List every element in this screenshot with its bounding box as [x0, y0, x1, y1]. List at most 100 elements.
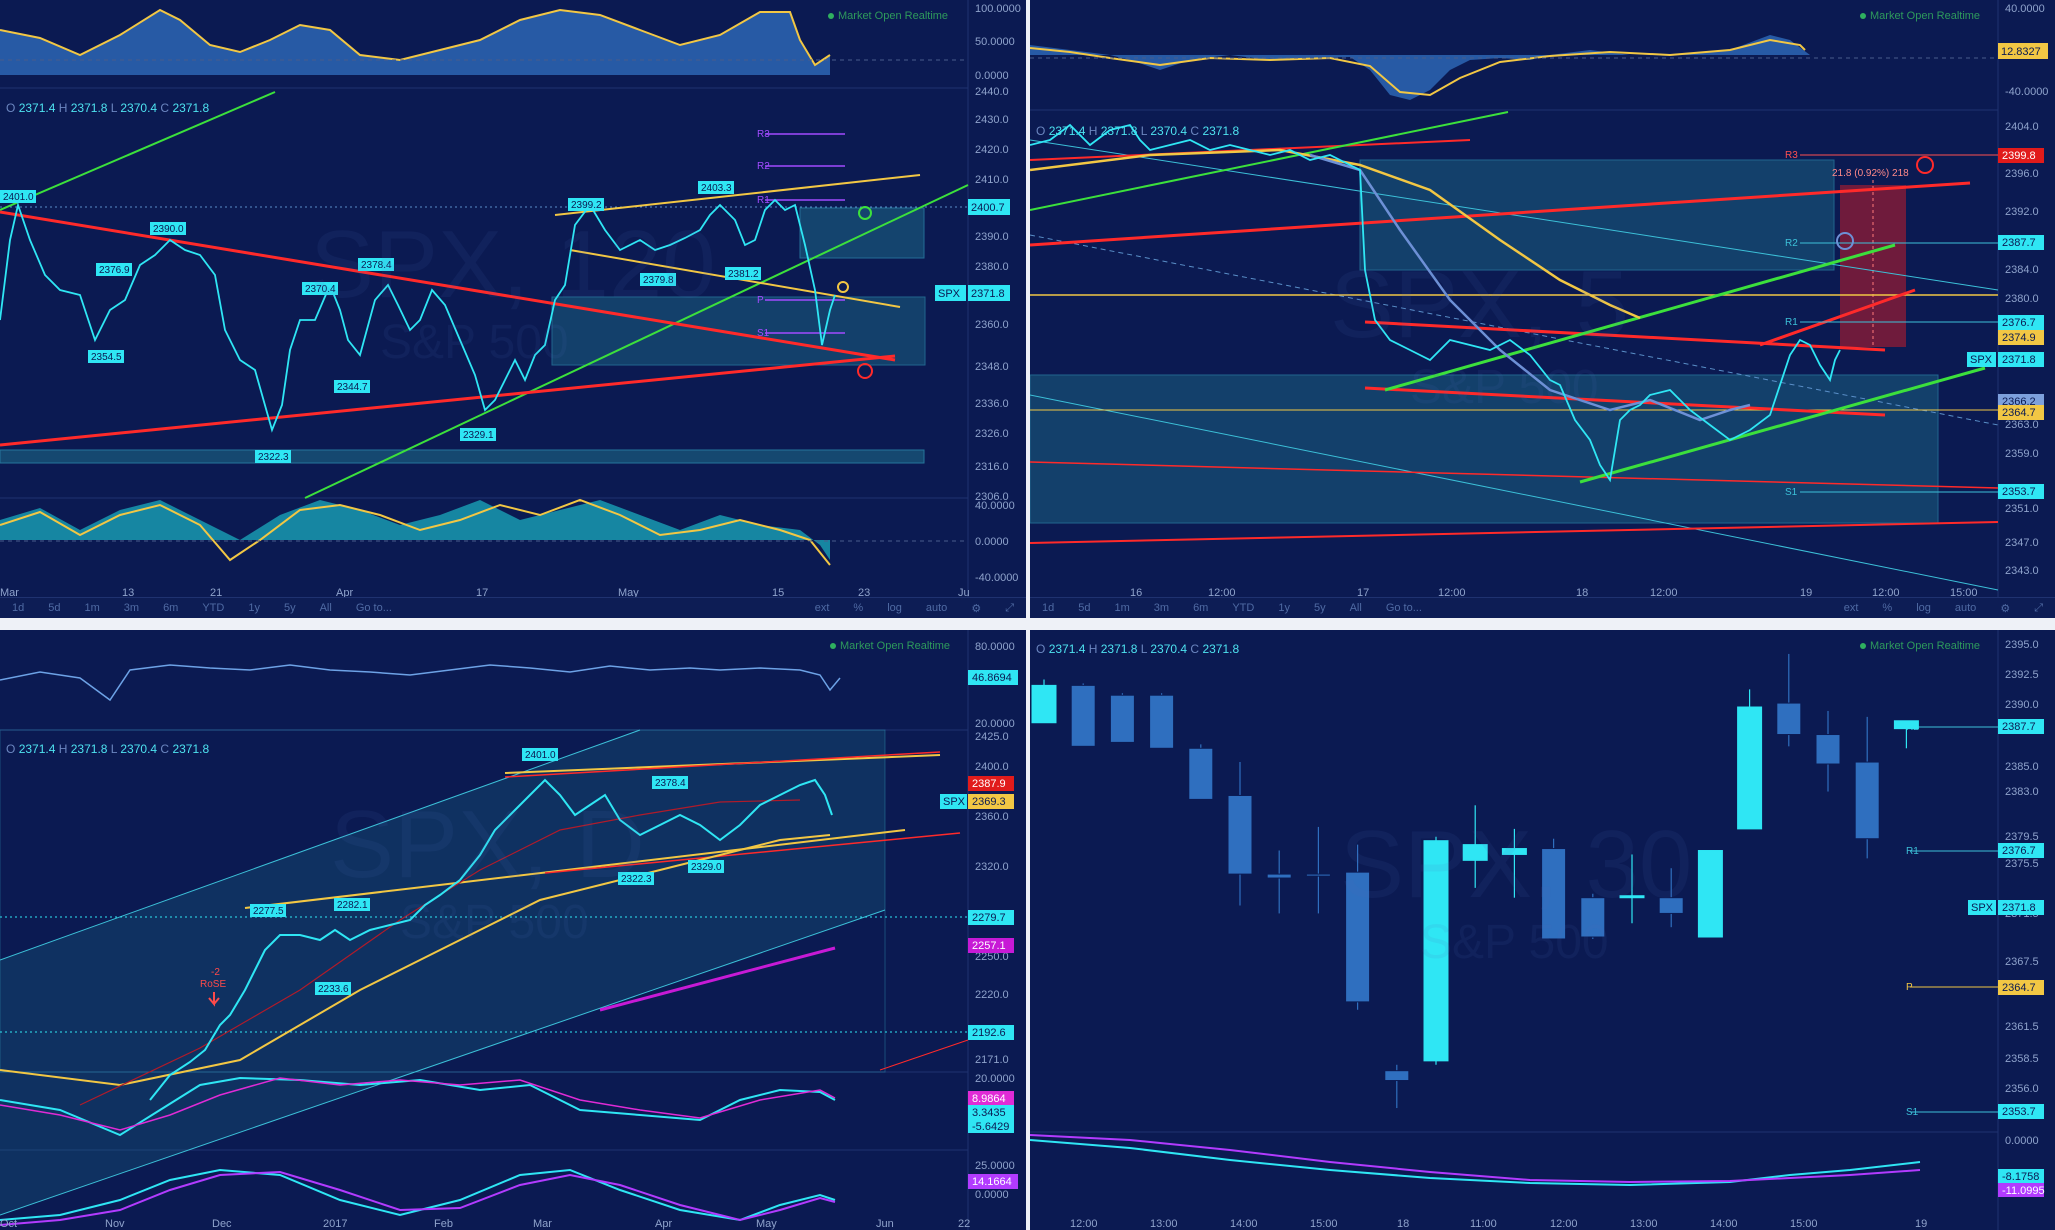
range-1y[interactable]: 1y [248, 602, 260, 614]
candlestick-chart-30[interactable]: R2 R1 P S1 2395.0 2392.5 2390.0 2385.0 2… [1030, 630, 2055, 1230]
range-1m[interactable]: 1m [84, 602, 100, 614]
candle-body [1501, 848, 1527, 855]
percent-toggle[interactable]: % [853, 601, 864, 614]
svg-text:2360.0: 2360.0 [975, 811, 1009, 823]
panel-divider-horizontal[interactable] [0, 618, 2055, 630]
ohlc-readout-5: O 2371.4 H 2371.8 L 2370.4 C 2371.8 [1036, 124, 1240, 138]
chart-panel-top-left[interactable]: R3 R2 R1 P S1 2401.0 2390.0 2376.9 2354.… [0, 0, 1026, 618]
log-toggle[interactable]: log [887, 601, 902, 614]
candle-body [1149, 694, 1175, 749]
sell-marker-5 [1916, 156, 1934, 174]
stoch-signal [0, 1170, 836, 1226]
range-1y[interactable]: 1y [1278, 602, 1290, 614]
ext-toggle[interactable]: ext [1843, 601, 1859, 614]
svg-text:20.0000: 20.0000 [975, 1073, 1015, 1085]
svg-text:2410.0: 2410.0 [975, 174, 1009, 186]
svg-text:2316.0: 2316.0 [975, 461, 1009, 473]
svg-text:80.0000: 80.0000 [975, 641, 1015, 653]
neutral-marker [837, 281, 849, 293]
axis-bottom-osc: 40.0000 0.0000 -40.0000 [975, 500, 1018, 584]
range-toolbar: 1d 5d 1m 3m 6m YTD 1y 5y All Go to... ex… [0, 597, 1026, 618]
svg-text:R2: R2 [757, 161, 770, 172]
range-1m[interactable]: 1m [1114, 602, 1130, 614]
auto-toggle[interactable]: auto [1954, 601, 1977, 614]
svg-text:2017: 2017 [323, 1218, 347, 1230]
svg-text:2401.0: 2401.0 [525, 750, 556, 761]
level-tag [968, 199, 1010, 215]
svg-text:2364.7: 2364.7 [2002, 407, 2036, 419]
range-5y[interactable]: 5y [283, 602, 296, 614]
red-line-f [1364, 386, 1886, 417]
svg-text:May: May [618, 587, 639, 599]
svg-text:2420.0: 2420.0 [975, 144, 1009, 156]
range-ytd[interactable]: YTD [202, 602, 225, 614]
x-axis-daily: Oct Nov Dec 2017 Feb Mar Apr May Jun 22 [0, 1218, 970, 1230]
svg-text:2347.0: 2347.0 [2005, 537, 2039, 549]
svg-text:SPX: SPX [938, 288, 961, 300]
svg-text:100.0000: 100.0000 [975, 3, 1021, 15]
svg-text:2320.0: 2320.0 [975, 861, 1009, 873]
svg-text:2220.0: 2220.0 [975, 989, 1009, 1001]
svg-text:2250.0: 2250.0 [975, 951, 1009, 963]
range-5y[interactable]: 5y [1313, 602, 1326, 614]
ohlc-readout-30: O 2371.4 H 2371.8 L 2370.4 C 2371.8 [1036, 642, 1240, 656]
svg-text:Mar: Mar [0, 587, 19, 599]
bottom-left-svg[interactable]: 2401.0 2378.4 2322.3 2329.0 2277.5 2282.… [0, 630, 1026, 1230]
channel-top [1030, 139, 1999, 291]
range-ytd[interactable]: YTD [1232, 602, 1255, 614]
range-1d[interactable]: 1d [12, 602, 25, 614]
go-to-button[interactable]: Go to... [1385, 602, 1422, 614]
svg-text:2379.8: 2379.8 [643, 275, 674, 286]
svg-text:2378.4: 2378.4 [361, 260, 392, 271]
range-3m[interactable]: 3m [123, 602, 140, 614]
svg-text:20.0000: 20.0000 [975, 718, 1015, 730]
svg-text:R1: R1 [1785, 317, 1798, 328]
chart-panel-bottom-right[interactable]: R2 R1 P S1 2395.0 2392.5 2390.0 2385.0 2… [1030, 630, 2055, 1230]
ext-toggle[interactable]: ext [814, 601, 830, 614]
fullscreen-icon[interactable]: ⤢ [2034, 601, 2043, 614]
top-right-svg[interactable]: 21.8 (0.92%) 218 R3 R2 R1 S1 [1030, 0, 2055, 618]
volume-oscillator [0, 10, 830, 75]
svg-text:2364.7: 2364.7 [2002, 982, 2036, 994]
range-box-lower [1030, 374, 1939, 524]
range-3m[interactable]: 3m [1153, 602, 1170, 614]
svg-text:Nov: Nov [105, 1218, 125, 1230]
auto-toggle[interactable]: auto [925, 601, 948, 614]
gear-icon[interactable]: ⚙ [971, 602, 982, 615]
range-6m[interactable]: 6m [1193, 602, 1209, 614]
range-6m[interactable]: 6m [163, 602, 179, 614]
axis-top-osc: 100.0000 50.0000 0.0000 [975, 3, 1021, 82]
svg-text:25.0000: 25.0000 [975, 1160, 1015, 1172]
osc-line-30 [1030, 1139, 1921, 1187]
candle-body [1227, 794, 1253, 875]
range-1d[interactable]: 1d [1042, 602, 1055, 614]
fullscreen-icon[interactable]: ⤢ [1005, 601, 1014, 614]
svg-text:13:00: 13:00 [1150, 1218, 1178, 1230]
top-left-svg[interactable]: R3 R2 R1 P S1 2401.0 2390.0 2376.9 2354.… [0, 0, 1026, 618]
range-all[interactable]: All [1349, 602, 1362, 614]
chart-panel-bottom-left[interactable]: 2401.0 2378.4 2322.3 2329.0 2277.5 2282.… [0, 630, 1026, 1230]
ohlc-readout-daily: O 2371.4 H 2371.8 L 2370.4 C 2371.8 [6, 742, 210, 756]
svg-text:2399.2: 2399.2 [571, 200, 602, 211]
red-line-d [1030, 521, 1999, 544]
range-all[interactable]: All [319, 602, 332, 614]
candle-body [1384, 1070, 1410, 1082]
range-5d[interactable]: 5d [48, 602, 61, 614]
range-5d[interactable]: 5d [1078, 602, 1091, 614]
svg-text:2392.0: 2392.0 [2005, 206, 2039, 218]
ma-magenta-daily [599, 946, 836, 1012]
go-to-button[interactable]: Go to... [355, 602, 392, 614]
svg-text:2425.0: 2425.0 [975, 731, 1009, 743]
log-toggle[interactable]: log [1916, 601, 1931, 614]
ma-yellow [1030, 148, 1641, 320]
rising-channel [0, 730, 885, 1215]
chart-panel-top-right[interactable]: 21.8 (0.92%) 218 R3 R2 R1 S1 [1030, 0, 2055, 618]
gear-icon[interactable]: ⚙ [2000, 602, 2011, 615]
panel-divider-vertical[interactable] [1026, 0, 1030, 1230]
svg-text:2353.7: 2353.7 [2002, 1106, 2036, 1118]
svg-text:-40.0000: -40.0000 [975, 572, 1018, 584]
percent-toggle[interactable]: % [1882, 601, 1893, 614]
svg-text:15:00: 15:00 [1310, 1218, 1338, 1230]
svg-text:P: P [1906, 982, 1913, 993]
svg-text:2404.0: 2404.0 [2005, 121, 2039, 133]
